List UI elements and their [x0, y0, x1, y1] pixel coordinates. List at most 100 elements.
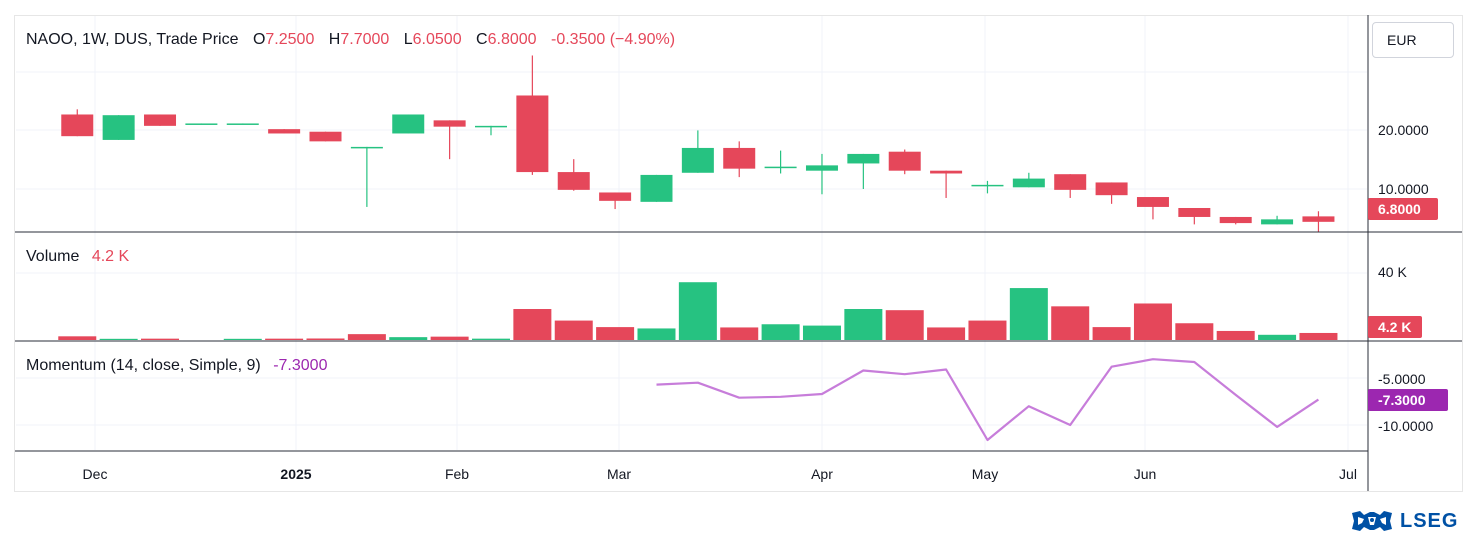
- candle-body: [723, 147, 756, 169]
- volume-bar: [1299, 332, 1338, 340]
- volume-bar: [265, 338, 304, 340]
- volume-legend[interactable]: Volume 4.2 K: [26, 248, 130, 265]
- candle-body: [1178, 207, 1211, 217]
- momentum-last-tag-label: -7.3000: [1378, 392, 1426, 408]
- volume-bar: [596, 327, 635, 340]
- volume-last-tag-label: 4.2 K: [1378, 319, 1411, 335]
- lion-crest-icon: [1352, 511, 1392, 531]
- brand-logo[interactable]: LSEG: [1350, 508, 1458, 534]
- volume-bar: [927, 327, 966, 340]
- volume-bar: [1092, 327, 1131, 340]
- candle-body: [474, 125, 507, 128]
- volume-bar: [802, 325, 841, 340]
- volume-tick-40k: 40 K: [1378, 264, 1407, 280]
- low-value: 6.0500: [413, 31, 462, 48]
- candle-body: [1136, 197, 1169, 207]
- volume-bar: [58, 336, 97, 340]
- time-label-may: May: [972, 466, 998, 482]
- volume-bar: [99, 338, 138, 340]
- volume-bar: [844, 309, 883, 340]
- candle-body: [888, 151, 921, 171]
- open-value: 7.2500: [265, 31, 314, 48]
- candle-body: [185, 123, 218, 125]
- momentum-legend-label: Momentum (14, close, Simple, 9): [26, 357, 261, 374]
- time-axis[interactable]: Dec 2025 Feb Mar Apr May Jun Jul: [83, 466, 1357, 482]
- candle-body: [1095, 182, 1128, 196]
- change-value: -0.3500 (−4.90%): [551, 31, 675, 48]
- volume-bar: [885, 310, 924, 340]
- high-value: 7.7000: [340, 31, 389, 48]
- volume-bar: [554, 320, 593, 340]
- time-label-mar: Mar: [607, 466, 631, 482]
- volume-legend-value: 4.2 K: [92, 248, 130, 265]
- candle-body: [1012, 178, 1045, 188]
- grid-lines: [16, 16, 1367, 450]
- volume-bar: [968, 320, 1007, 340]
- momentum-last-tag: [1368, 389, 1448, 411]
- low-label: L: [404, 31, 413, 48]
- volume-bar: [720, 327, 759, 340]
- candle-body: [61, 114, 94, 137]
- volume-bar: [1175, 323, 1214, 340]
- candle-body: [516, 95, 549, 173]
- volume-bar: [513, 309, 552, 340]
- volume-bar: [1009, 288, 1048, 340]
- candle-body: [847, 153, 880, 164]
- candle-body: [805, 165, 838, 171]
- open-label: O: [253, 31, 265, 48]
- candle-body: [764, 166, 797, 169]
- time-label-dec: Dec: [83, 466, 108, 482]
- legends: NAOO, 1W, DUS, Trade Price O7.2500 H7.70…: [26, 31, 675, 374]
- volume-last-tag: [1368, 316, 1422, 338]
- candle-body: [1261, 219, 1294, 225]
- candle-body: [1054, 174, 1087, 190]
- time-label-2025: 2025: [280, 466, 311, 482]
- symbol-line: NAOO, 1W, DUS, Trade Price: [26, 31, 239, 48]
- volume-axis[interactable]: 40 K: [1378, 264, 1407, 280]
- candle-body: [102, 115, 135, 140]
- chart-frame: [14, 15, 1463, 492]
- volume-bar: [306, 338, 345, 340]
- candle-body: [1302, 216, 1335, 222]
- volume-bar: [761, 324, 800, 340]
- price-last-tag: [1368, 198, 1438, 220]
- volume-bar: [347, 334, 386, 340]
- volume-bar: [678, 282, 717, 340]
- brand-name: LSEG: [1400, 509, 1459, 532]
- momentum-line: [656, 358, 1320, 442]
- volume-bar: [141, 338, 180, 340]
- momentum-legend[interactable]: Momentum (14, close, Simple, 9) -7.3000: [26, 357, 328, 374]
- price-legend[interactable]: NAOO, 1W, DUS, Trade Price O7.2500 H7.70…: [26, 31, 675, 48]
- volume-bar: [1216, 330, 1255, 340]
- axes: [15, 15, 1462, 491]
- momentum-tick-minus10: -10.0000: [1378, 418, 1433, 434]
- candle-body: [557, 172, 590, 190]
- price-axis[interactable]: 20.0000 10.0000: [1378, 122, 1429, 197]
- volume-bar: [637, 328, 676, 340]
- volume-bar: [471, 338, 510, 340]
- candle-body: [350, 146, 383, 149]
- candle-body: [599, 192, 632, 201]
- time-label-feb: Feb: [445, 466, 469, 482]
- time-label-jul: Jul: [1339, 466, 1357, 482]
- volume-pane: [58, 282, 1338, 340]
- time-label-jun: Jun: [1134, 466, 1157, 482]
- candle-body: [226, 123, 259, 125]
- momentum-pane: [656, 358, 1320, 442]
- candle-body: [433, 120, 466, 127]
- momentum-axis[interactable]: -5.0000 -10.0000: [1378, 371, 1433, 434]
- momentum-legend-value: -7.3000: [273, 357, 327, 374]
- last-value-tags: 6.8000 4.2 K -7.3000: [1368, 198, 1448, 411]
- currency-selector[interactable]: EUR: [1372, 22, 1454, 58]
- candle-body: [681, 147, 714, 173]
- close-label: C: [476, 31, 488, 48]
- candle-body: [640, 174, 673, 202]
- volume-bar: [1051, 306, 1090, 340]
- candle-body: [1219, 216, 1252, 224]
- time-label-apr: Apr: [811, 466, 833, 482]
- volume-legend-label: Volume: [26, 248, 79, 265]
- high-label: H: [329, 31, 341, 48]
- volume-bar: [1258, 334, 1297, 340]
- volume-bar: [1133, 303, 1172, 340]
